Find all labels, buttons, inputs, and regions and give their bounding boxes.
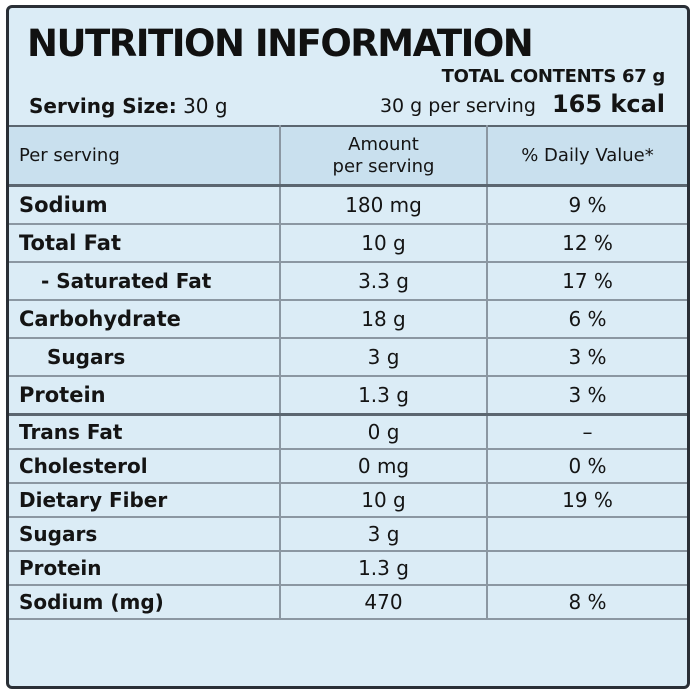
nutrient-daily-value: 9 % [486, 184, 687, 225]
table-row: Sugars 3 g 3 % [9, 337, 687, 377]
total-contents: TOTAL CONTENTS 67 g [441, 66, 666, 87]
nutrient-amount: 3 g [279, 516, 488, 552]
column-header-daily-value: % Daily Value* [486, 125, 687, 187]
table-row: Sodium (mg) 470 8 % [9, 584, 687, 620]
serving-size-value: 30 g [183, 94, 228, 118]
nutrient-name: Carbohydrate [9, 299, 281, 339]
nutrient-name: Dietary Fiber [9, 482, 281, 518]
nutrient-daily-value: 17 % [486, 261, 687, 301]
energy-value: 165 kcal [551, 90, 665, 118]
column-header-amount-line2: per serving [332, 155, 435, 177]
table-row: Protein 1.3 g [9, 550, 687, 586]
table-row: Dietary Fiber 10 g 19 % [9, 482, 687, 518]
serving-size: Serving Size: 30 g [29, 94, 228, 118]
nutrient-daily-value: 3 % [486, 375, 687, 416]
nutrient-amount: 10 g [279, 482, 488, 518]
nutrient-name: Trans Fat [9, 413, 281, 450]
table-header-row: Per serving Amount per serving % Daily V… [9, 125, 687, 187]
nutrient-name: Protein [9, 550, 281, 586]
column-header-nutrient: Per serving [9, 125, 281, 187]
nutrient-daily-value: 3 % [486, 337, 687, 377]
nutrition-panel: NUTRITION INFORMATION TOTAL CONTENTS 67 … [6, 5, 690, 689]
table-row: Cholesterol 0 mg 0 % [9, 448, 687, 484]
table-row: Sugars 3 g [9, 516, 687, 552]
page-title: NUTRITION INFORMATION [27, 22, 534, 65]
table-row: Total Fat 10 g 12 % [9, 223, 687, 263]
table-row: Sodium 180 mg 9 % [9, 184, 687, 225]
nutrient-daily-value [486, 550, 687, 586]
table-row: Carbohydrate 18 g 6 % [9, 299, 687, 339]
nutrient-name: Cholesterol [9, 448, 281, 484]
table-row: Trans Fat 0 g – [9, 413, 687, 450]
nutrient-amount: 3 g [279, 337, 488, 377]
nutrient-name: Sodium (mg) [9, 584, 281, 620]
nutrient-amount: 10 g [279, 223, 488, 263]
per-serving-text: 30 g per serving [379, 95, 536, 117]
nutrient-amount: 180 mg [279, 184, 488, 225]
table-row: Protein 1.3 g 3 % [9, 375, 687, 416]
nutrient-daily-value: – [486, 413, 687, 450]
nutrient-amount: 1.3 g [279, 375, 488, 416]
nutrient-daily-value: 8 % [486, 584, 687, 620]
nutrient-daily-value: 19 % [486, 482, 687, 518]
nutrient-amount: 3.3 g [279, 261, 488, 301]
nutrient-daily-value: 0 % [486, 448, 687, 484]
nutrient-daily-value: 6 % [486, 299, 687, 339]
nutrition-table: Per serving Amount per serving % Daily V… [9, 125, 687, 620]
nutrient-amount: 1.3 g [279, 550, 488, 586]
nutrient-name: Protein [9, 375, 281, 416]
nutrient-amount: 0 mg [279, 448, 488, 484]
column-header-amount: Amount per serving [279, 125, 488, 187]
energy-per-serving: 30 g per serving 165 kcal [380, 90, 665, 118]
nutrient-name: Total Fat [9, 223, 281, 263]
nutrient-name: Sugars [9, 337, 281, 377]
nutrient-name: Sodium [9, 184, 281, 225]
nutrient-amount: 470 [279, 584, 488, 620]
nutrient-daily-value: 12 % [486, 223, 687, 263]
nutrient-amount: 18 g [279, 299, 488, 339]
nutrient-name: Sugars [9, 516, 281, 552]
nutrient-name: - Saturated Fat [9, 261, 281, 301]
nutrient-amount: 0 g [279, 413, 488, 450]
column-header-amount-line1: Amount [348, 133, 419, 155]
nutrient-daily-value [486, 516, 687, 552]
table-row: - Saturated Fat 3.3 g 17 % [9, 261, 687, 301]
serving-size-label: Serving Size: [29, 94, 177, 118]
